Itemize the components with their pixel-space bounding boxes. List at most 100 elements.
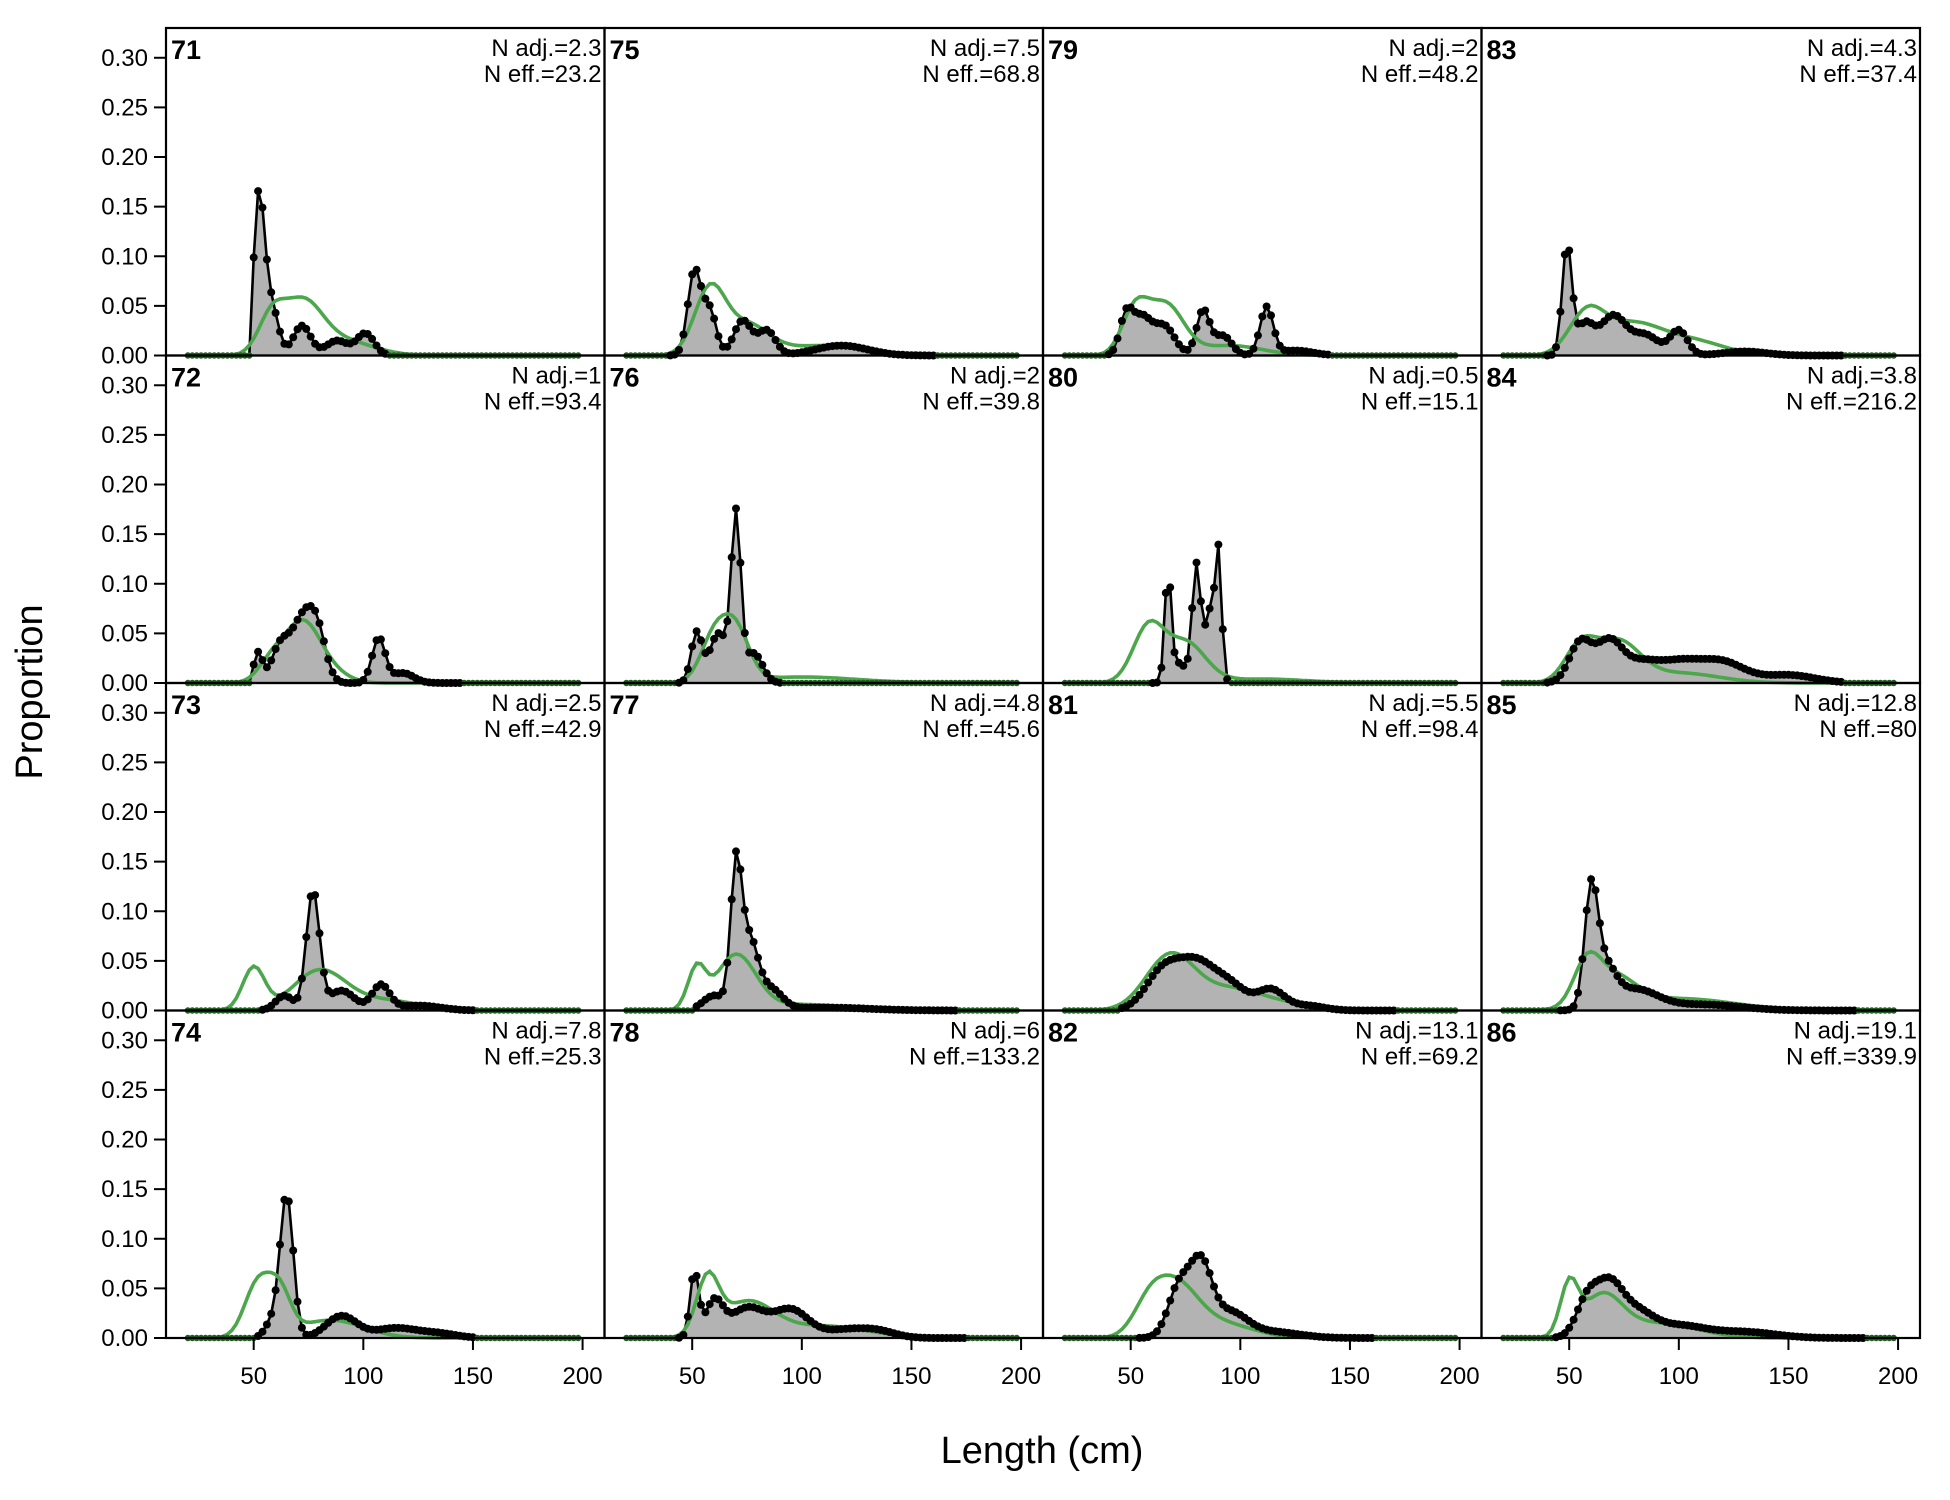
n-eff-label: N eff.=93.4 <box>484 389 602 416</box>
observed-point <box>692 265 701 274</box>
y-tick-label: 0.05 <box>101 1275 148 1302</box>
observed-point <box>1267 311 1275 320</box>
n-eff-label: N eff.=69.2 <box>1361 1044 1479 1071</box>
n-adj-label: N adj.=5.5 <box>1368 690 1478 717</box>
observed-point <box>762 669 771 678</box>
panel-80: 80 N adj.=0.5N eff.=15.1 <box>1041 354 1483 687</box>
x-tick-label: 50 <box>240 1363 267 1390</box>
x-tick-label: 200 <box>1001 1363 1041 1390</box>
observed-point <box>1157 663 1166 672</box>
observed-point <box>1117 316 1126 325</box>
panel-71: 71 N adj.=2.3N eff.=23.2 <box>164 26 606 359</box>
y-tick-label: 0.10 <box>101 1226 148 1253</box>
observed-point <box>267 656 276 665</box>
x-tick-label: 200 <box>563 1363 603 1390</box>
panel-label: 78 <box>610 1018 640 1048</box>
x-tick-label: 100 <box>1220 1363 1260 1390</box>
observed-area <box>626 1275 1017 1338</box>
observed-point <box>1556 671 1565 680</box>
n-adj-label: N adj.=3.8 <box>1807 363 1917 390</box>
observed-point <box>297 1323 306 1332</box>
observed-point <box>718 1301 727 1310</box>
n-eff-label: N eff.=339.9 <box>1786 1044 1917 1071</box>
observed-point <box>1214 540 1223 549</box>
observed-point <box>1135 990 1144 999</box>
observed-point <box>293 993 302 1002</box>
panel-label: 85 <box>1487 690 1517 720</box>
observed-point <box>754 953 762 962</box>
observed-point <box>1258 312 1267 321</box>
x-tick-label: 100 <box>343 1363 383 1390</box>
observed-point <box>293 1297 302 1306</box>
observed-point <box>1218 625 1227 634</box>
observed-point <box>683 665 692 674</box>
observed-point <box>1609 964 1617 973</box>
observed-point <box>363 995 372 1004</box>
observed-point <box>723 958 732 967</box>
observed-point <box>710 634 719 643</box>
observed-point <box>697 282 705 290</box>
panel-72: 72 N adj.=1N eff.=93.4 <box>164 354 606 687</box>
panel-81: 81 N adj.=5.5N eff.=98.4 <box>1041 681 1483 1015</box>
observed-point <box>368 334 377 343</box>
observed-area <box>187 606 579 683</box>
observed-point <box>1552 343 1560 352</box>
panel-grid: 71 N adj.=2.3N eff.=23.272 N adj.=1N eff.=… <box>164 26 1922 1342</box>
observed-point <box>376 635 385 644</box>
observed-point <box>1183 654 1192 663</box>
observed-point <box>258 656 267 665</box>
panel-label: 77 <box>610 690 640 720</box>
panel-83: 83 N adj.=4.3N eff.=37.4 <box>1480 26 1922 360</box>
panel-label: 80 <box>1048 363 1078 393</box>
y-tick-label: 0.15 <box>101 849 148 876</box>
observed-point <box>319 968 328 977</box>
observed-point <box>740 905 749 914</box>
observed-point <box>262 255 271 264</box>
observed-point <box>1144 978 1153 987</box>
observed-point <box>1578 955 1587 964</box>
observed-point <box>293 615 302 624</box>
observed-line <box>1503 874 1894 1012</box>
observed-point <box>1227 339 1236 348</box>
observed-point <box>1192 558 1201 567</box>
observed-point <box>1196 1251 1205 1260</box>
observed-point <box>284 628 293 637</box>
observed-point <box>267 1309 276 1318</box>
y-tick-label: 0.30 <box>101 45 148 72</box>
y-tick-label: 0.00 <box>101 670 148 697</box>
observed-area <box>626 508 1017 683</box>
observed-point <box>1565 654 1574 663</box>
observed-point <box>1569 1315 1578 1324</box>
observed-point <box>1161 1309 1170 1318</box>
observed-point <box>289 1246 298 1255</box>
observed-point <box>1166 583 1175 592</box>
observed-point <box>258 1327 267 1336</box>
observed-point <box>754 652 762 661</box>
y-tick-label: 0.25 <box>101 749 148 776</box>
observed-point <box>1683 336 1692 345</box>
observed-point <box>1196 597 1205 606</box>
y-tick-label: 0.00 <box>101 998 148 1025</box>
n-adj-label: N adj.=4.8 <box>930 690 1040 717</box>
observed-point <box>262 663 271 672</box>
observed-point <box>692 1271 701 1280</box>
n-eff-label: N eff.=39.8 <box>922 389 1040 416</box>
panel-label: 81 <box>1048 690 1078 720</box>
n-eff-label: N eff.=68.8 <box>922 61 1040 88</box>
observed-point <box>1582 906 1591 915</box>
observed-point <box>258 203 267 212</box>
observed-point <box>289 333 298 342</box>
observed-point <box>767 329 776 338</box>
y-tick-label: 0.25 <box>101 94 148 121</box>
observed-point <box>1565 1323 1574 1332</box>
observed-point <box>736 558 745 567</box>
observed-point <box>692 627 701 636</box>
panel-label: 86 <box>1487 1018 1517 1048</box>
observed-point <box>718 987 727 996</box>
observed-point <box>1205 604 1214 613</box>
n-eff-label: N eff.=80 <box>1819 716 1917 743</box>
observed-point <box>1139 985 1148 993</box>
y-tick-label: 0.00 <box>101 1325 148 1352</box>
observed-point <box>732 325 740 334</box>
